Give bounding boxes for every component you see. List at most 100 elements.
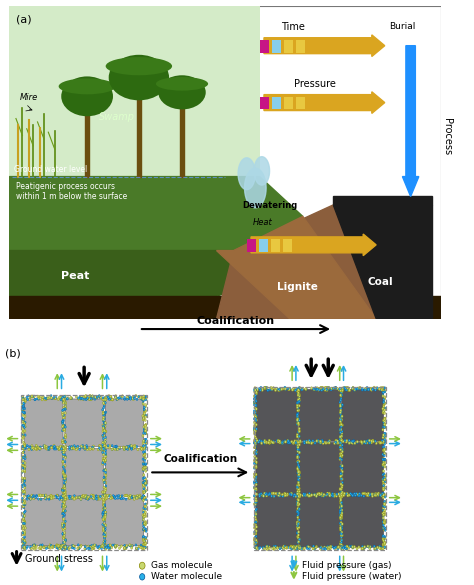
Circle shape: [61, 447, 63, 449]
Circle shape: [109, 546, 111, 549]
Circle shape: [380, 441, 382, 443]
Circle shape: [104, 481, 105, 484]
Circle shape: [64, 520, 66, 522]
Circle shape: [327, 388, 328, 391]
Circle shape: [84, 395, 86, 398]
Circle shape: [319, 441, 321, 443]
Circle shape: [89, 547, 91, 549]
Circle shape: [254, 421, 255, 424]
Circle shape: [22, 537, 24, 539]
Circle shape: [142, 402, 144, 404]
Circle shape: [45, 397, 47, 400]
Circle shape: [22, 447, 24, 450]
Circle shape: [134, 396, 136, 398]
Circle shape: [139, 562, 145, 569]
Circle shape: [255, 546, 257, 549]
Circle shape: [55, 448, 57, 450]
Text: Peatigenic process occurs
within 1 m below the surface: Peatigenic process occurs within 1 m bel…: [16, 182, 127, 201]
Circle shape: [60, 396, 62, 398]
Circle shape: [132, 396, 134, 398]
Circle shape: [55, 546, 57, 548]
Circle shape: [320, 387, 323, 389]
Circle shape: [383, 433, 385, 435]
Circle shape: [267, 441, 269, 444]
Circle shape: [260, 386, 262, 388]
Circle shape: [60, 546, 62, 549]
Circle shape: [297, 448, 299, 450]
Circle shape: [59, 397, 61, 400]
Circle shape: [33, 395, 36, 398]
Circle shape: [63, 451, 64, 454]
Circle shape: [103, 422, 105, 424]
Circle shape: [306, 442, 308, 444]
Circle shape: [329, 495, 331, 497]
Circle shape: [340, 515, 342, 518]
Circle shape: [382, 517, 384, 519]
Circle shape: [349, 494, 351, 496]
Circle shape: [255, 451, 257, 453]
FancyBboxPatch shape: [341, 390, 383, 442]
Circle shape: [103, 402, 105, 405]
Circle shape: [266, 387, 268, 389]
Circle shape: [372, 387, 374, 390]
Circle shape: [340, 425, 342, 427]
Circle shape: [286, 493, 289, 495]
Circle shape: [300, 548, 302, 550]
Circle shape: [62, 524, 64, 526]
Circle shape: [307, 494, 309, 496]
Circle shape: [142, 467, 144, 470]
Circle shape: [255, 481, 257, 483]
Circle shape: [299, 545, 301, 548]
Circle shape: [91, 446, 93, 448]
Circle shape: [339, 509, 341, 511]
Circle shape: [254, 536, 256, 539]
Circle shape: [363, 548, 365, 550]
Circle shape: [341, 430, 343, 432]
Circle shape: [299, 546, 301, 548]
Circle shape: [125, 498, 127, 500]
Circle shape: [255, 438, 257, 440]
Circle shape: [102, 529, 104, 532]
Circle shape: [355, 388, 356, 391]
Circle shape: [254, 467, 255, 469]
Circle shape: [255, 546, 258, 549]
Circle shape: [340, 390, 342, 392]
Circle shape: [123, 497, 125, 500]
Circle shape: [102, 511, 104, 514]
FancyBboxPatch shape: [299, 495, 341, 548]
Circle shape: [144, 496, 146, 498]
Circle shape: [54, 397, 56, 400]
Circle shape: [272, 442, 274, 444]
Circle shape: [64, 495, 66, 498]
Circle shape: [341, 504, 343, 507]
Circle shape: [382, 408, 384, 410]
Circle shape: [41, 544, 43, 546]
Circle shape: [64, 433, 66, 436]
Circle shape: [297, 516, 299, 519]
Circle shape: [255, 463, 257, 466]
Circle shape: [62, 453, 64, 455]
Circle shape: [63, 465, 64, 467]
Circle shape: [21, 435, 23, 437]
Circle shape: [24, 446, 26, 448]
Circle shape: [62, 421, 64, 423]
Circle shape: [139, 494, 141, 497]
Circle shape: [383, 458, 385, 460]
Circle shape: [328, 439, 330, 442]
Circle shape: [298, 388, 300, 390]
Circle shape: [316, 493, 319, 495]
Circle shape: [276, 439, 278, 442]
Circle shape: [22, 518, 24, 521]
Circle shape: [326, 388, 328, 391]
Circle shape: [355, 388, 356, 390]
Circle shape: [367, 546, 369, 548]
Circle shape: [22, 493, 24, 495]
Circle shape: [297, 475, 299, 477]
Circle shape: [64, 541, 65, 543]
Circle shape: [255, 501, 256, 503]
Circle shape: [35, 448, 36, 450]
Circle shape: [271, 388, 273, 390]
Circle shape: [104, 489, 106, 492]
Circle shape: [381, 548, 383, 550]
Circle shape: [102, 424, 104, 426]
